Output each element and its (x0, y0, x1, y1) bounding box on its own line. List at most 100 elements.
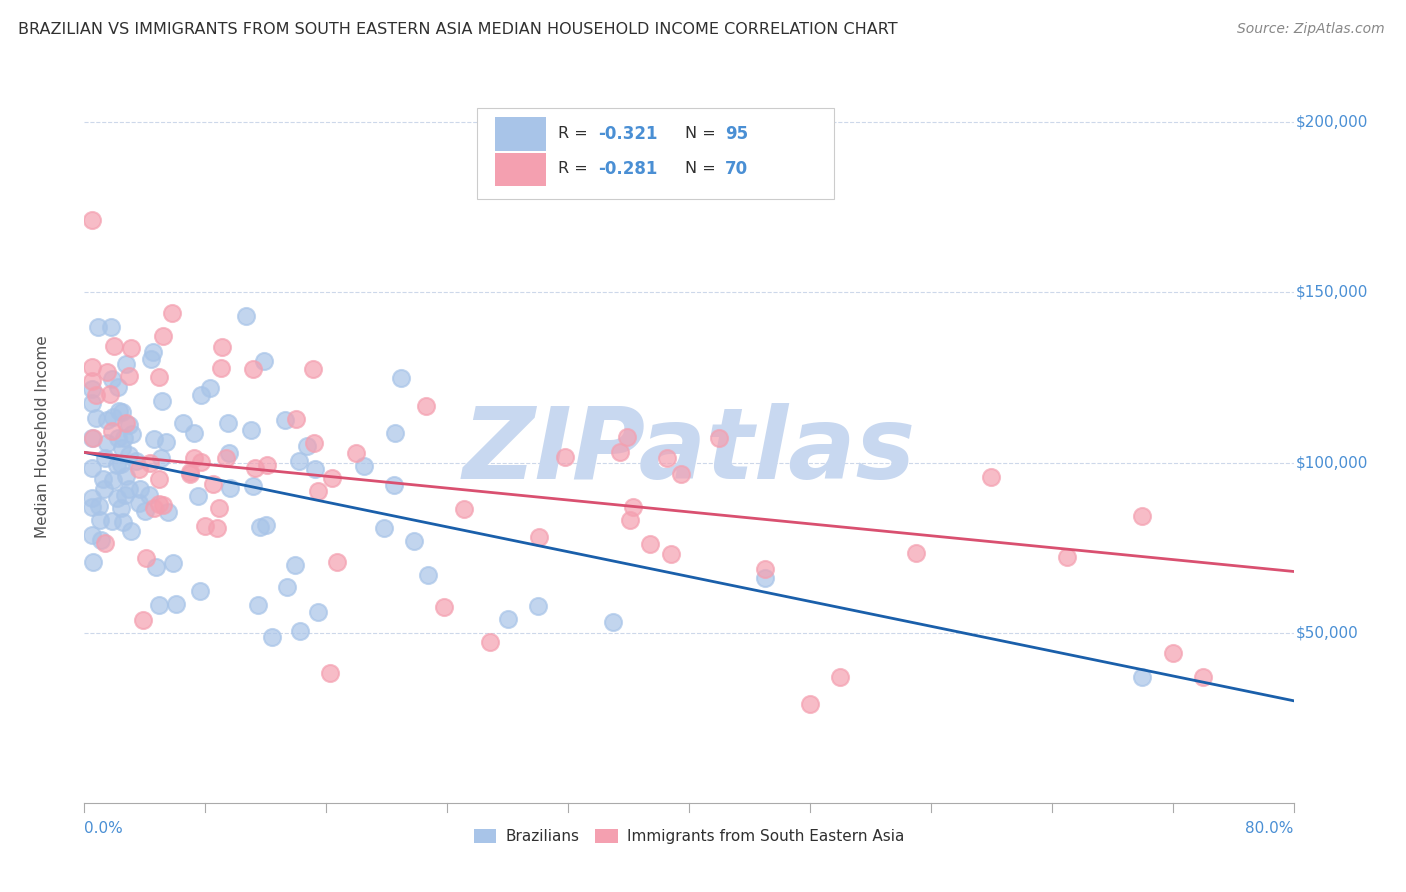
Point (96, 365, 118, 379)
Point (799, 698, 821, 712)
Point (103, 339, 125, 353)
Point (453, 502, 475, 516)
Point (239, 423, 262, 437)
Point (307, 606, 329, 620)
Point (107, 431, 129, 445)
Point (496, 612, 519, 626)
Point (82, 374, 104, 388)
Point (302, 436, 325, 450)
Point (1161, 646, 1184, 660)
Point (120, 524, 142, 538)
Text: $50,000: $50,000 (1296, 625, 1358, 640)
Point (249, 520, 271, 534)
Point (321, 471, 343, 485)
Point (87, 319, 110, 334)
Point (111, 515, 134, 529)
Point (84, 388, 107, 402)
Point (118, 448, 141, 462)
Point (111, 442, 134, 456)
Point (128, 496, 150, 510)
Point (256, 458, 278, 472)
Text: Median Household Income: Median Household Income (35, 335, 49, 539)
Point (80, 500, 103, 515)
Point (1056, 549, 1078, 564)
Point (179, 465, 201, 479)
Text: N =: N = (685, 161, 721, 176)
Point (288, 624, 311, 638)
Point (115, 357, 138, 371)
Point (980, 470, 1002, 484)
Point (82, 431, 104, 445)
Point (218, 446, 240, 460)
Text: 70: 70 (725, 160, 748, 178)
Point (94, 450, 117, 465)
Text: 80.0%: 80.0% (1246, 821, 1294, 836)
Point (208, 501, 231, 516)
Point (190, 455, 212, 469)
Text: ZIPatlas: ZIPatlas (463, 403, 915, 500)
Point (247, 598, 270, 612)
Point (96, 413, 118, 427)
Text: $150,000: $150,000 (1296, 285, 1368, 300)
Point (554, 450, 576, 465)
Point (709, 431, 731, 445)
Text: R =: R = (558, 126, 593, 141)
Point (205, 521, 228, 535)
Point (1130, 669, 1153, 683)
Point (640, 537, 662, 551)
Point (118, 418, 141, 433)
Point (344, 446, 367, 460)
Point (527, 599, 550, 614)
Point (118, 368, 141, 383)
Text: R =: R = (558, 161, 593, 176)
Point (198, 381, 221, 395)
Point (128, 461, 150, 475)
Point (319, 665, 342, 680)
Point (135, 551, 157, 566)
Point (285, 412, 308, 426)
Point (118, 482, 141, 496)
Point (80, 213, 103, 227)
Point (830, 670, 852, 684)
Point (80, 382, 103, 396)
Point (262, 630, 284, 644)
Point (108, 403, 131, 417)
Point (150, 451, 173, 466)
Point (162, 556, 184, 570)
Point (389, 371, 412, 385)
Point (100, 320, 122, 334)
Point (194, 519, 217, 533)
Point (243, 460, 266, 475)
Point (80, 527, 103, 541)
Point (215, 451, 238, 466)
Point (139, 456, 162, 470)
Text: BRAZILIAN VS IMMIGRANTS FROM SOUTH EASTERN ASIA MEDIAN HOUSEHOLD INCOME CORRELAT: BRAZILIAN VS IMMIGRANTS FROM SOUTH EASTE… (18, 22, 898, 37)
Point (148, 598, 170, 612)
Point (353, 459, 375, 474)
Point (89, 513, 111, 527)
Point (112, 431, 135, 445)
Point (145, 560, 167, 574)
Point (93, 482, 115, 496)
Point (616, 429, 638, 443)
Text: -0.321: -0.321 (599, 125, 658, 143)
Point (94, 536, 117, 550)
Point (80, 396, 103, 410)
Point (254, 518, 277, 533)
Point (253, 354, 276, 368)
FancyBboxPatch shape (478, 108, 834, 200)
Point (155, 435, 177, 450)
Point (242, 479, 264, 493)
Point (125, 454, 148, 468)
Text: $100,000: $100,000 (1296, 455, 1368, 470)
Legend: Brazilians, Immigrants from South Eastern Asia: Brazilians, Immigrants from South Easter… (467, 822, 911, 850)
Point (418, 568, 440, 582)
Point (121, 427, 143, 442)
Point (478, 635, 501, 649)
Point (82, 555, 104, 569)
FancyBboxPatch shape (495, 153, 547, 186)
Point (276, 580, 298, 594)
Point (80, 461, 103, 475)
Point (110, 405, 132, 419)
Point (619, 513, 641, 527)
